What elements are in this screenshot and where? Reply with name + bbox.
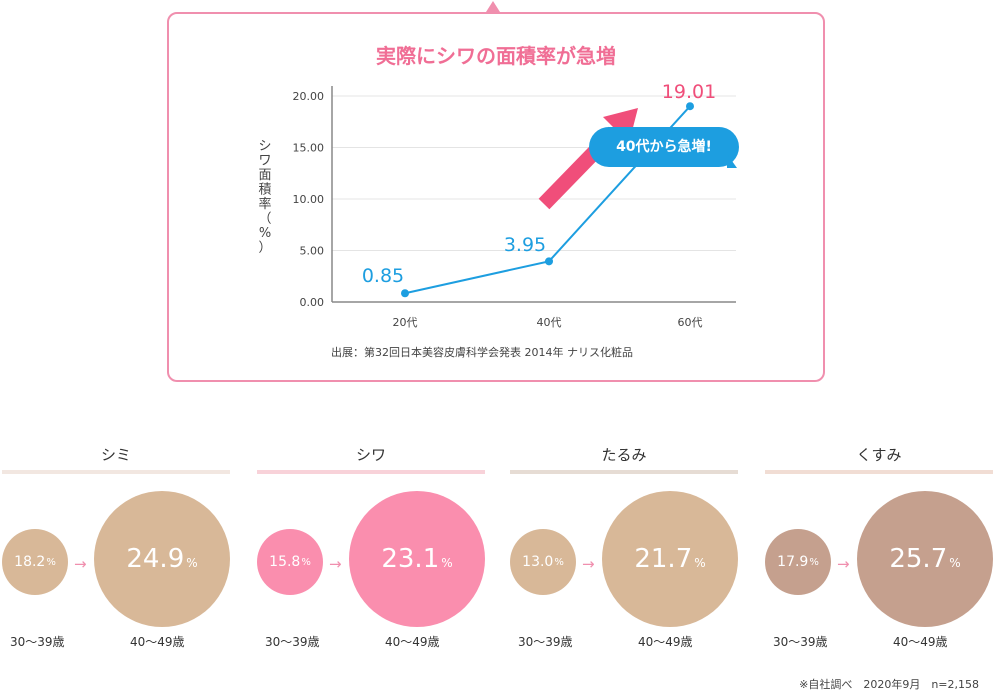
small-unit: % [809, 556, 819, 568]
small-circle: 17.9% [765, 529, 831, 595]
data-point [401, 289, 409, 298]
big-value: 23.1 [381, 544, 440, 574]
arrow-icon: → [582, 555, 595, 573]
chart-title: 実際にシワの面積率が急増 [376, 44, 616, 68]
big-unit: % [186, 556, 198, 570]
data-label: 3.95 [504, 234, 546, 256]
y-tick-label: 15.00 [293, 142, 325, 155]
small-value: 17.9 [777, 554, 809, 570]
stat-group-shimi: シミ 18.2% → 24.9% 30〜39歳 40〜49歳 [2, 436, 230, 656]
big-value: 24.9 [126, 544, 185, 574]
small-circle: 18.2% [2, 529, 68, 595]
big-unit: % [949, 556, 961, 570]
small-circle: 13.0% [510, 529, 576, 595]
x-tick-label: 60代 [678, 316, 703, 329]
line-chart: 0.00 5.00 10.00 15.00 20.00 20代 40代 60代 シワ面積率（%）… [258, 81, 736, 329]
big-unit: % [694, 556, 706, 570]
y-axis-label-char: % [259, 226, 271, 241]
small-value: 15.8 [269, 554, 301, 570]
small-age-label: 30〜39歳 [773, 635, 828, 649]
y-tick-label: 20.00 [293, 90, 325, 103]
big-circle: 25.7% [857, 491, 993, 627]
group-title: シワ [355, 446, 386, 464]
y-axis-label-char: （ [258, 212, 271, 227]
y-axis-label-char: シ [258, 139, 271, 154]
data-point [545, 257, 553, 266]
big-circle: 24.9% [94, 491, 230, 627]
arrow-icon: → [329, 555, 342, 573]
big-circle: 23.1% [349, 491, 485, 627]
card-pointer [486, 1, 500, 12]
data-label: 0.85 [362, 265, 404, 287]
small-circle: 15.8% [257, 529, 323, 595]
big-age-label: 40〜49歳 [893, 635, 948, 649]
big-circle: 21.7% [602, 491, 738, 627]
group-title: くすみ [856, 446, 902, 464]
data-point [686, 102, 694, 111]
group-title: シミ [100, 446, 131, 464]
y-axis-label-char: 面 [258, 168, 271, 183]
small-unit: % [301, 556, 311, 568]
chart-source: 出展：第32回日本美容皮膚科学会発表 2014年 ナリス化粧品 [331, 346, 633, 359]
group-divider [2, 470, 230, 474]
small-value: 13.0 [522, 554, 554, 570]
y-axis-label-char: 率 [258, 196, 271, 212]
y-tick-label: 10.00 [293, 193, 325, 206]
y-axis-label-char: ） [258, 241, 271, 256]
small-age-label: 30〜39歳 [265, 635, 320, 649]
y-axis-label-char: 積 [258, 183, 271, 198]
group-title: たるみ [601, 446, 647, 464]
y-tick-label: 5.00 [300, 245, 325, 258]
y-axis-label-char: ワ [258, 154, 271, 169]
group-divider [257, 470, 485, 474]
big-age-label: 40〜49歳 [130, 635, 185, 649]
small-unit: % [554, 556, 564, 568]
y-tick-label: 0.00 [300, 296, 325, 309]
big-age-label: 40〜49歳 [638, 635, 693, 649]
callout-bubble: 40代から急増! [589, 127, 739, 167]
stat-group-tarumi: たるみ 13.0% → 21.7% 30〜39歳 40〜49歳 [510, 436, 738, 656]
group-divider [765, 470, 993, 474]
big-unit: % [441, 556, 453, 570]
x-tick-label: 20代 [393, 316, 418, 329]
stat-group-kusumi: くすみ 17.9% → 25.7% 30〜39歳 40〜49歳 [765, 436, 993, 656]
small-unit: % [46, 556, 56, 568]
arrow-icon: → [74, 555, 87, 573]
stat-group-shiwa: シワ 15.8% → 23.1% 30〜39歳 40〜49歳 [257, 436, 485, 656]
small-age-label: 30〜39歳 [10, 635, 65, 649]
footnote: ※自社調べ 2020年9月 n=2,158 [799, 678, 979, 691]
big-value: 21.7 [634, 544, 693, 574]
chart-card: 実際にシワの面積率が急増 0.00 5.00 10.00 15.00 20.00 20代 4… [167, 12, 825, 382]
arrow-icon: → [837, 555, 850, 573]
big-value: 25.7 [889, 544, 948, 574]
small-value: 18.2 [14, 554, 46, 570]
big-age-label: 40〜49歳 [385, 635, 440, 649]
data-label: 19.01 [662, 81, 716, 103]
callout-bubble-tail [727, 154, 737, 168]
x-tick-label: 40代 [537, 316, 562, 329]
small-age-label: 30〜39歳 [518, 635, 573, 649]
group-divider [510, 470, 738, 474]
